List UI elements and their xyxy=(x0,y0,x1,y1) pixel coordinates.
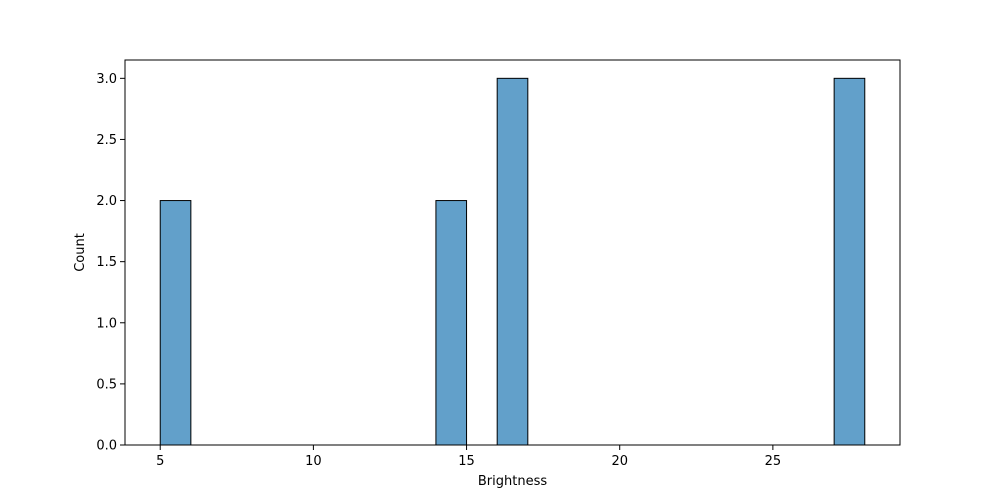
y-tick-label: 2.5 xyxy=(96,133,117,148)
y-tick-label: 0.0 xyxy=(96,439,117,454)
x-tick-label: 5 xyxy=(156,454,164,469)
y-tick-label: 2.0 xyxy=(96,194,117,209)
x-axis-label: Brightness xyxy=(478,474,547,489)
bars-layer xyxy=(159,77,866,446)
x-tick-label: 25 xyxy=(765,454,782,469)
x-tick-label: 15 xyxy=(458,454,475,469)
y-tick-label: 1.5 xyxy=(96,255,117,270)
histogram-bar xyxy=(496,77,529,446)
histogram-bar xyxy=(159,200,192,446)
histogram-bar xyxy=(435,200,468,446)
x-tick-label: 10 xyxy=(305,454,322,469)
histogram-bar xyxy=(833,77,866,446)
ticks-layer: 5 10 15 20 25 0.0 0.5 1.0 1.5 2.0 2.5 3.0 xyxy=(96,72,781,469)
plot-frame xyxy=(124,59,901,446)
y-tick-label: 1.0 xyxy=(96,316,117,331)
y-tick-label: 0.5 xyxy=(96,377,117,392)
x-tick-label: 20 xyxy=(611,454,628,469)
y-tick-label: 3.0 xyxy=(96,72,117,87)
y-axis-label: Count xyxy=(73,233,88,272)
